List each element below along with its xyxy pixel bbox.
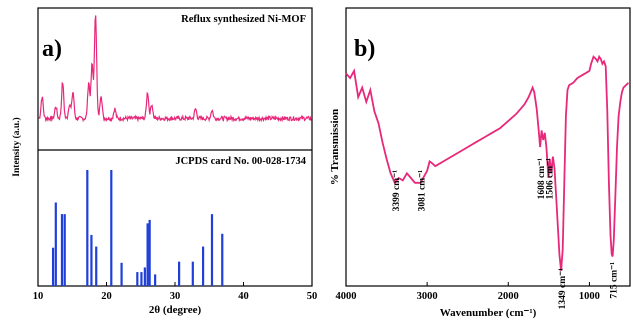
peak-annotation: 715 cm⁻¹ [610,262,620,299]
panel-b-x-axis-label: Wavenumber (cm⁻¹) [440,307,537,319]
x-tick-label: 2000 [498,291,519,302]
peak-annotation: 3399 cm⁻¹ [392,170,402,212]
peak-annotation: 3081 cm⁻¹ [418,170,428,212]
panel-a-y-axis-label: Intensity (a.u.) [11,117,22,176]
panel-a: a) Reflux synthesized Ni-MOF JCPDS card … [11,7,318,316]
panel-a-frame [37,7,313,287]
panel-a-x-axis-label: 2θ (degree) [149,304,202,316]
panel-a-x-ticks: 10 20 30 40 50 [33,282,318,302]
x-tick-label: 40 [238,291,249,302]
panel-a-top-caption: Reflux synthesized Ni-MOF [181,14,306,25]
xrd-pattern-line [38,15,313,123]
panel-b: b) 4000 3000 2000 1000 3399 cm⁻¹ 3081 cm⁻¹ 16… [329,7,631,319]
x-tick-label: 30 [170,291,181,302]
x-tick-label: 4000 [336,291,357,302]
ftir-spectrum-line [345,54,630,271]
reference-bars [51,170,224,286]
x-tick-label: 50 [307,291,318,302]
peak-annotation: 1349 cm⁻¹ [558,268,568,310]
panel-a-tag: a) [42,36,62,62]
x-tick-label: 1000 [579,291,600,302]
panel-b-y-axis-label: % Transmission [329,109,341,185]
panel-b-tag: b) [354,36,375,62]
panel-b-x-ticks: 4000 3000 2000 1000 [336,282,600,302]
peak-annotation: 1608 cm⁻¹ [537,158,547,200]
panel-b-frame [345,7,631,287]
x-tick-label: 20 [101,291,112,302]
x-tick-label: 10 [33,291,44,302]
panel-a-bottom-caption: JCPDS card No. 00-028-1734 [175,156,306,167]
peak-annotation: 1506 cm⁻¹ [545,158,555,200]
x-tick-label: 3000 [417,291,438,302]
